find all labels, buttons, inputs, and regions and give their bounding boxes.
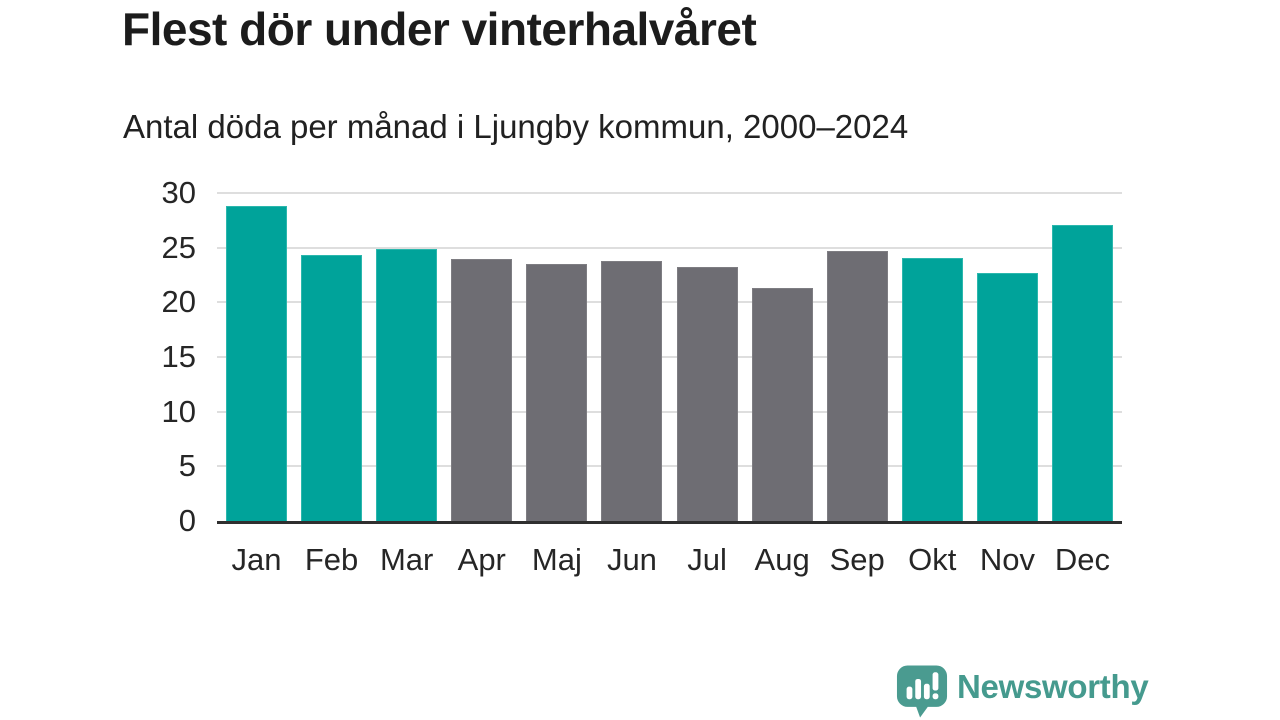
x-tick-feb: Feb	[304, 542, 359, 577]
x-tick-apr: Apr	[457, 542, 506, 577]
newsworthy-logo-icon	[896, 664, 948, 720]
y-tick-30: 30	[161, 175, 196, 210]
gridline-10	[217, 410, 1122, 413]
bar-mar	[376, 248, 438, 521]
y-tick-20: 20	[161, 284, 196, 320]
bar-okt	[901, 257, 963, 521]
bar-nov	[976, 272, 1038, 521]
bar-maj	[526, 264, 588, 521]
chart-subtitle: Antal döda per månad i Ljungby kommun, 2…	[123, 108, 909, 145]
x-tick-dec: Dec	[1054, 542, 1111, 577]
gridline-20	[217, 301, 1122, 304]
gridline-30	[217, 192, 1122, 194]
plot-area	[217, 192, 1122, 524]
x-tick-jan: Jan	[231, 542, 282, 577]
gridline-5	[217, 465, 1122, 468]
x-tick-maj: Maj	[531, 542, 582, 577]
y-tick-10: 10	[161, 393, 196, 429]
gridline-15	[217, 356, 1122, 358]
x-tick-jul: Jul	[687, 542, 727, 577]
x-tick-okt: Okt	[908, 542, 957, 577]
x-tick-sep: Sep	[829, 542, 885, 577]
brand-footer: Newsworthy	[896, 664, 1149, 720]
x-tick-nov: Nov	[979, 542, 1035, 577]
y-tick-25: 25	[161, 229, 196, 265]
y-tick-15: 15	[161, 339, 196, 374]
bar-jun	[601, 260, 663, 521]
chart-title: Flest dör under vinterhalvåret	[122, 3, 757, 55]
x-tick-jun: Jun	[606, 542, 657, 577]
bar-sep	[826, 250, 888, 521]
brand-name: Newsworthy	[957, 668, 1149, 705]
bar-jul	[676, 267, 738, 521]
y-tick-5: 5	[178, 448, 196, 484]
bar-jan	[226, 206, 287, 521]
bar-aug	[751, 288, 813, 521]
bar-feb	[301, 255, 363, 521]
gridline-25	[217, 246, 1122, 249]
x-tick-aug: Aug	[754, 542, 810, 577]
bar-apr	[451, 258, 513, 521]
x-tick-mar: Mar	[379, 542, 434, 577]
y-tick-0: 0	[178, 503, 196, 538]
bar-dec	[1051, 224, 1113, 521]
